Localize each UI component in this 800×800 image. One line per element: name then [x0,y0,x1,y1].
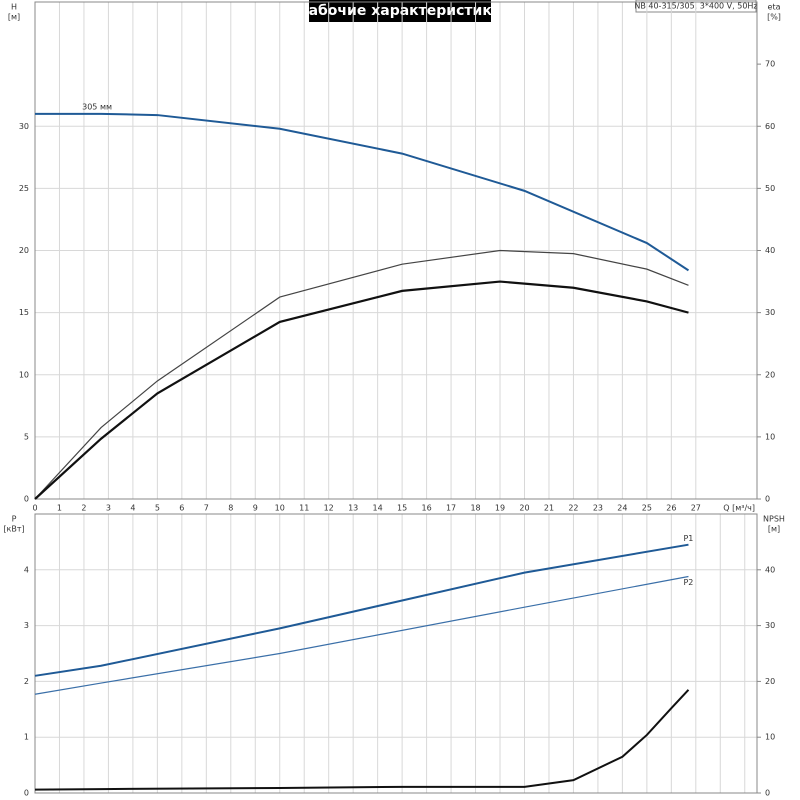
y2-axis-label: eta [768,3,781,12]
x-tick-label: 12 [324,504,334,513]
curve [34,689,690,791]
y2-tick-label: 30 [765,621,775,630]
x-tick-label: 25 [642,504,652,513]
x-tick-label: 4 [130,504,135,513]
x-tick-label: 16 [421,504,431,513]
y-tick-label: 5 [24,432,29,441]
series-label: 305 мм [82,102,112,111]
y-tick-label: 25 [19,184,29,193]
y-tick-label: 10 [19,370,29,379]
x-tick-label: 8 [228,504,233,513]
y2-axis-label: NPSH [763,515,785,524]
x-tick-label: 10 [275,504,285,513]
plot-frame [34,513,758,794]
x-tick-label: 17 [446,504,456,513]
y2-tick-label: 60 [765,122,775,131]
title-box [309,0,491,22]
curve [34,249,689,500]
x-tick-label: 22 [568,504,578,513]
x-tick-label: 3 [106,504,111,513]
y2-tick-label: 40 [765,246,775,255]
y-axis-label: P [12,515,17,524]
y-tick-label: 15 [19,308,29,317]
y2-axis-label: [%] [767,13,781,22]
y2-tick-label: 0 [765,495,770,504]
y2-tick-label: 70 [765,60,775,69]
x-tick-label: 6 [179,504,184,513]
y2-tick-label: 20 [765,370,775,379]
y-axis-label: H [11,3,17,12]
curve [34,543,689,677]
x-tick-label: 14 [373,504,383,513]
x-tick-label: 13 [348,504,358,513]
y2-tick-label: 10 [765,432,775,441]
y2-tick-label: 50 [765,184,775,193]
y-tick-label: 1 [24,733,29,742]
x-tick-label: 7 [204,504,209,513]
series-label: P2 [683,578,693,587]
x-tick-label: 23 [593,504,603,513]
y2-tick-label: 10 [765,733,775,742]
x-tick-label: 0 [32,504,37,513]
x-tick-label: 26 [666,504,676,513]
y-tick-label: 0 [24,789,29,798]
x-tick-label: 5 [155,504,160,513]
y2-axis-label: [м] [768,525,780,534]
x-axis-label: Q [м³/ч] [723,504,755,513]
x-tick-label: 2 [81,504,86,513]
y2-tick-label: 30 [765,308,775,317]
plot-frame [34,1,758,500]
x-tick-label: 1 [57,504,62,513]
y-axis-label: [кВт] [3,525,24,534]
curve [35,112,690,272]
curve [34,280,689,500]
y-tick-label: 30 [19,122,29,131]
y-tick-label: 4 [24,565,29,574]
y-tick-label: 20 [19,246,29,255]
y2-tick-label: 40 [765,565,775,574]
x-tick-label: 19 [495,504,505,513]
x-tick-label: 15 [397,504,407,513]
y-tick-label: 0 [24,495,29,504]
y-tick-label: 2 [24,677,29,686]
x-tick-label: 21 [544,504,554,513]
x-tick-label: 9 [253,504,258,513]
curve [34,575,689,695]
x-tick-label: 11 [299,504,309,513]
x-tick-label: 18 [470,504,480,513]
x-tick-label: 27 [691,504,701,513]
y-tick-label: 3 [24,621,29,630]
y2-tick-label: 0 [765,789,770,798]
y-axis-label: [м] [8,13,20,22]
x-tick-label: 20 [519,504,529,513]
series-label: P1 [683,534,693,543]
y2-tick-label: 20 [765,677,775,686]
x-tick-label: 24 [617,504,627,513]
